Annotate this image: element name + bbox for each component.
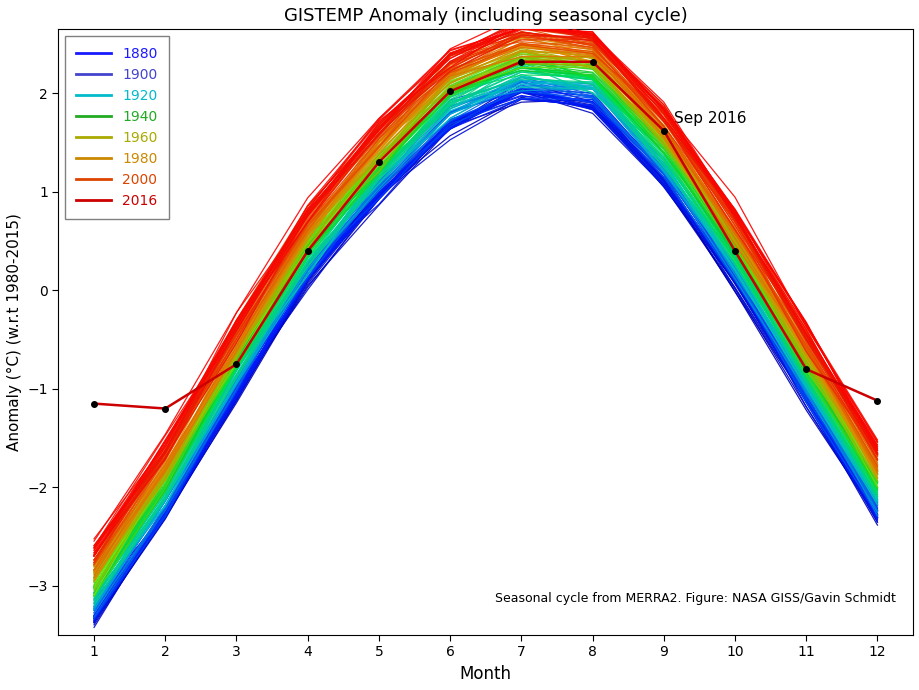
Text: Seasonal cycle from MERRA2. Figure: NASA GISS/Gavin Schmidt: Seasonal cycle from MERRA2. Figure: NASA… <box>494 592 895 605</box>
Title: GISTEMP Anomaly (including seasonal cycle): GISTEMP Anomaly (including seasonal cycl… <box>284 7 686 25</box>
Legend: 1880, 1900, 1920, 1940, 1960, 1980, 2000, 2016: 1880, 1900, 1920, 1940, 1960, 1980, 2000… <box>65 36 168 219</box>
X-axis label: Month: Month <box>460 665 511 683</box>
Y-axis label: Anomaly (°C) (w.r.t 1980-2015): Anomaly (°C) (w.r.t 1980-2015) <box>7 213 22 451</box>
Text: Sep 2016: Sep 2016 <box>674 111 746 126</box>
